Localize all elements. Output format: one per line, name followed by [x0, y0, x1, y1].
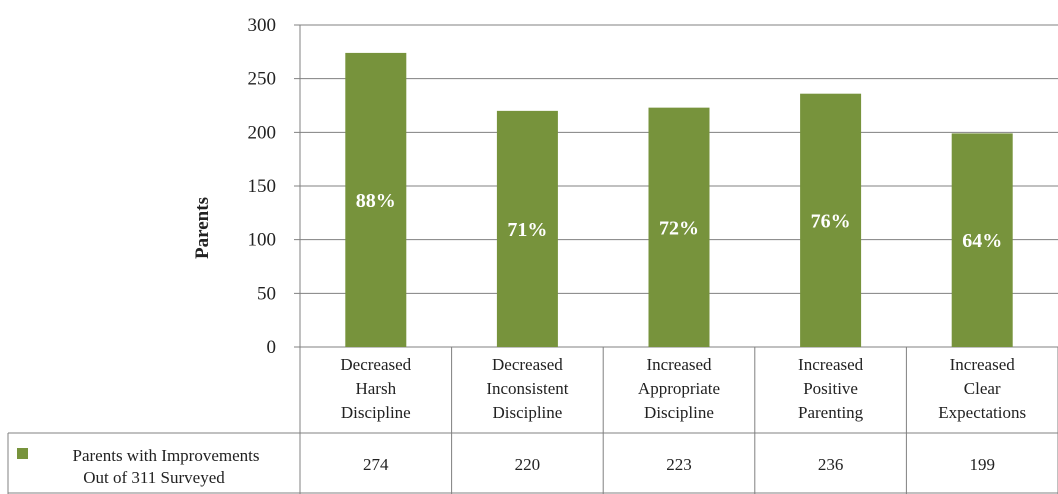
category-label: Increased Appropriate Discipline: [638, 355, 720, 422]
bar: [496, 110, 558, 347]
y-axis-ticks: 0 50 100 150 200 250 300: [248, 15, 277, 358]
bar: [800, 93, 862, 348]
y-axis-title: Parents: [192, 197, 213, 259]
y-tick-label: 100: [248, 230, 277, 251]
bars: 88% 71% 72% 76% 64%: [345, 52, 1013, 348]
bar: [951, 133, 1013, 347]
category-label: Increased Clear Expectations: [938, 355, 1026, 422]
bar: [345, 52, 407, 347]
y-tick-label: 50: [257, 283, 276, 304]
bar-data-label: 71%: [507, 219, 547, 241]
data-table: Decreased Harsh Discipline Decreased Inconsi…: [7, 347, 1058, 494]
bar-data-label: 88%: [356, 190, 396, 212]
category-label: Decreased Harsh Discipline: [340, 355, 411, 422]
bar-data-label: 76%: [811, 210, 851, 232]
bar-data-label: 72%: [659, 217, 699, 239]
y-tick-label: 300: [248, 15, 277, 36]
legend-series-name: Parents with Improvements Out of 311 Surv…: [73, 446, 260, 487]
y-tick-label: 150: [248, 176, 277, 197]
bar-data-label: 64%: [962, 230, 1002, 252]
category-label: Increased Positive Parenting: [798, 355, 864, 422]
y-tick-label: 200: [248, 122, 277, 143]
table-value: 223: [666, 455, 692, 474]
y-tick-label: 250: [248, 69, 277, 90]
table-value: 199: [969, 455, 995, 474]
bar: [648, 107, 710, 347]
table-value: 220: [515, 455, 541, 474]
category-label: Decreased Inconsistent Discipline: [486, 355, 568, 422]
table-value: 274: [363, 455, 389, 474]
legend-swatch: [17, 448, 28, 459]
table-value: 236: [818, 455, 844, 474]
y-tick-label: 0: [267, 337, 277, 358]
